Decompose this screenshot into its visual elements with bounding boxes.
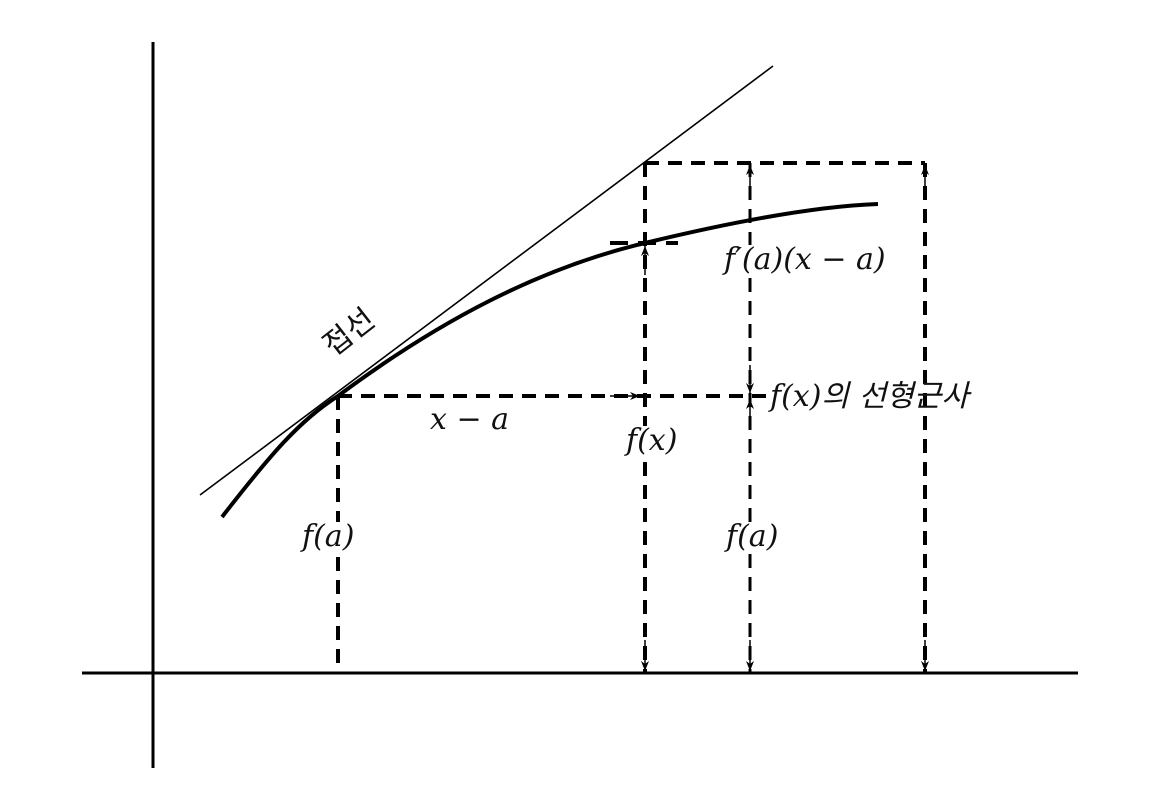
fa-right-label: f(a)	[726, 519, 779, 554]
linear-approximation-label: f(x)의 선형근사	[770, 379, 969, 414]
fx-label: f(x)	[626, 423, 678, 458]
fa-left-label: f(a)	[302, 519, 355, 554]
function-curve	[220, 202, 879, 519]
arrows	[610, 165, 929, 671]
tangent-line	[199, 65, 774, 496]
x-minus-a-label: x − a	[430, 402, 510, 437]
derivative-term-label: f′(a)(x − a)	[724, 242, 886, 277]
